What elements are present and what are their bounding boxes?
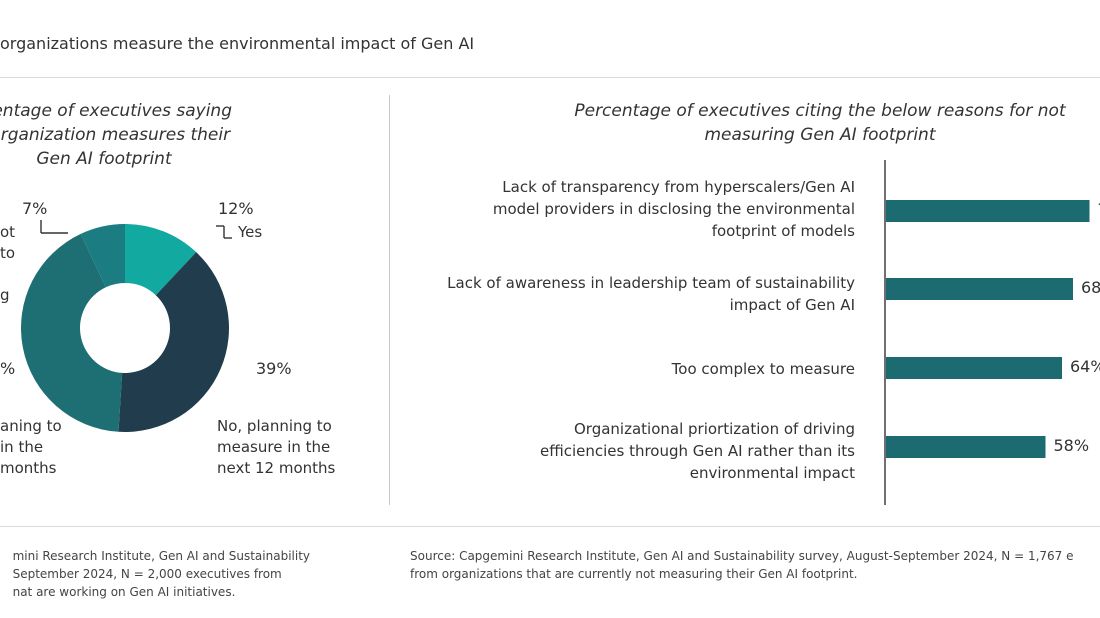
donut-slice-1 <box>118 252 230 433</box>
donut-yes-label: Yes <box>238 223 263 241</box>
donut-slice-2 <box>20 233 123 432</box>
bar-category-label: Too complex to measure <box>671 360 855 378</box>
bar-value-label: 64% <box>1070 357 1100 376</box>
donut-leader-lines <box>40 220 232 239</box>
donut-no-pct: 39% <box>256 359 292 378</box>
donut-chart-subtitle: rcentage of executives saying r organiza… <box>0 101 232 169</box>
panel-divider <box>389 95 390 505</box>
bar-2 <box>886 357 1062 379</box>
bar-category-label: Lack of awareness in leadership team of … <box>447 274 855 314</box>
bar-value-label: 74 <box>1098 200 1100 219</box>
donut-slice-0 <box>125 224 197 296</box>
bar-0 <box>886 200 1090 222</box>
bar-chart-subtitle: Percentage of executives citing the belo… <box>574 101 1066 145</box>
donut-top-left-label: ot to g <box>0 223 16 304</box>
bar-value-label: 68% <box>1081 278 1100 297</box>
donut-yes-pct: 12% <box>218 199 254 218</box>
right-source-note: Source: Capgemini Research Institute, Ge… <box>410 549 1074 581</box>
donut-left-pct: % <box>0 359 16 378</box>
donut-top-left-pct: 7% <box>22 199 48 218</box>
donut-chart <box>20 220 232 433</box>
bar-1 <box>886 278 1073 300</box>
bar-category-label: Lack of transparency from hyperscalers/G… <box>492 178 855 240</box>
bar-chart <box>884 160 1090 505</box>
donut-slice-3 <box>80 224 125 288</box>
bar-3 <box>886 436 1046 458</box>
header-divider <box>0 77 1100 78</box>
bar-value-label: 58% <box>1053 436 1090 455</box>
page-title: organizations measure the environmental … <box>0 34 475 53</box>
bar-category-label: Organizational priortization of driving … <box>539 420 855 482</box>
footer-divider <box>0 526 1100 527</box>
donut-left-label: aning to in the months <box>0 417 62 477</box>
left-source-note: mini Research Institute, Gen AI and Sust… <box>12 549 310 599</box>
donut-no-label: No, planning to measure in the next 12 m… <box>217 417 336 477</box>
